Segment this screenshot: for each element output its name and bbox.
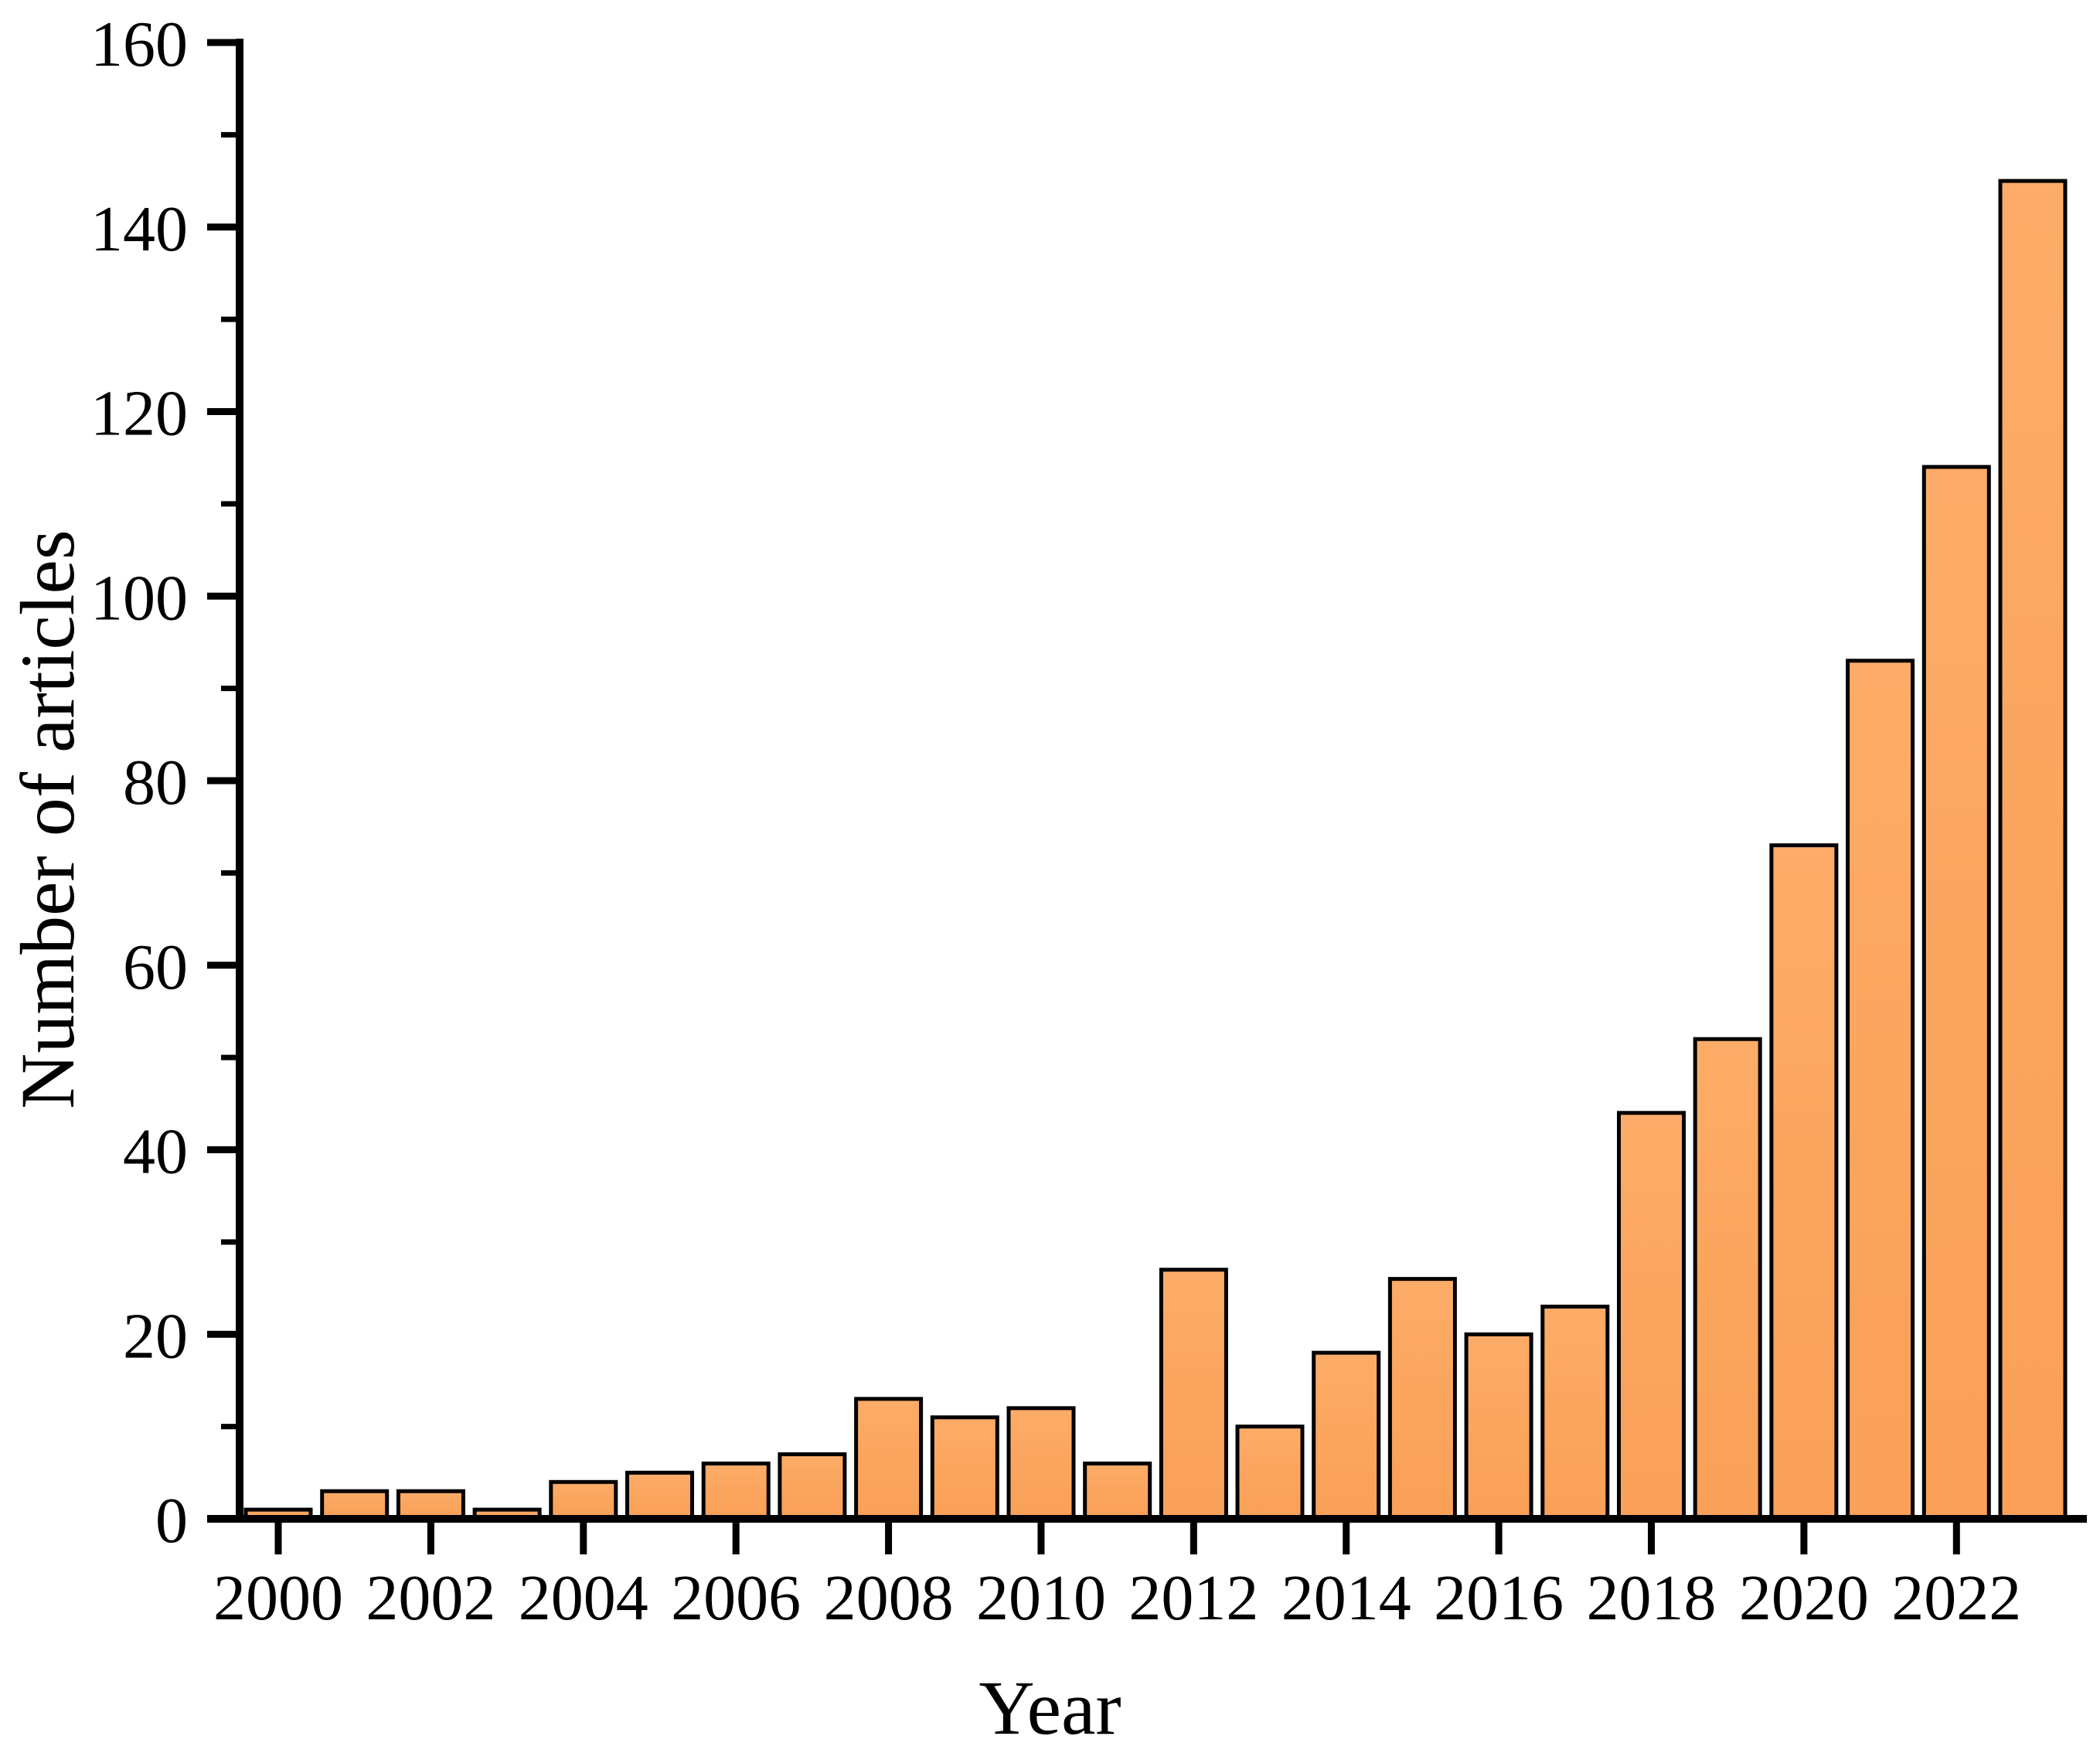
x-tick-label-2020: 2020 [1739,1562,1869,1634]
x-tick-label-2022: 2022 [1891,1562,2021,1634]
bar-2001 [320,1489,390,1521]
x-tick-label-2000: 2000 [213,1562,343,1634]
y-tick-label-160: 160 [90,9,188,80]
y-axis-title: Number of articles [5,529,90,1109]
y-tick-label-60: 60 [123,931,188,1003]
y-tick-label-120: 120 [90,378,188,450]
x-tick-label-2014: 2014 [1281,1562,1411,1634]
bar-2006 [701,1461,771,1521]
y-tick-label-0: 0 [155,1485,188,1557]
y-tick-label-100: 100 [90,562,188,634]
bar-2020 [1769,843,1839,1521]
y-tick-label-40: 40 [123,1116,188,1188]
bar-2004 [549,1479,618,1521]
x-tick-label-2004: 2004 [519,1562,648,1634]
bar-2018 [1617,1111,1686,1521]
x-tick-label-2008: 2008 [824,1562,954,1634]
x-tick-label-2006: 2006 [671,1562,801,1634]
bar-2014 [1312,1350,1381,1521]
bar-2012 [1159,1268,1228,1521]
x-axis-title: Year [979,1665,1121,1751]
x-tick-label-2012: 2012 [1128,1562,1258,1634]
bar-2015 [1387,1277,1457,1521]
bar-2019 [1693,1037,1762,1521]
bar-2011 [1083,1461,1152,1521]
bar-2021 [1846,659,1915,1521]
y-tick-label-140: 140 [90,193,188,265]
bar-2007 [778,1452,847,1521]
bar-2022 [1921,465,1991,1521]
bar-2023 [1998,179,2068,1521]
bar-2010 [1006,1406,1076,1521]
y-tick-label-80: 80 [123,747,188,819]
bar-2002 [396,1489,465,1521]
x-tick-label-2010: 2010 [976,1562,1106,1634]
bar-2017 [1540,1304,1610,1521]
bar-2005 [625,1470,694,1521]
bar-2016 [1464,1332,1533,1521]
x-tick-label-2018: 2018 [1587,1562,1717,1634]
x-tick-label-2016: 2016 [1434,1562,1564,1634]
bar-2009 [930,1415,999,1521]
y-tick-label-20: 20 [123,1300,188,1372]
bar-2008 [854,1397,924,1521]
bar-2013 [1235,1425,1305,1521]
x-tick-label-2002: 2002 [366,1562,495,1634]
